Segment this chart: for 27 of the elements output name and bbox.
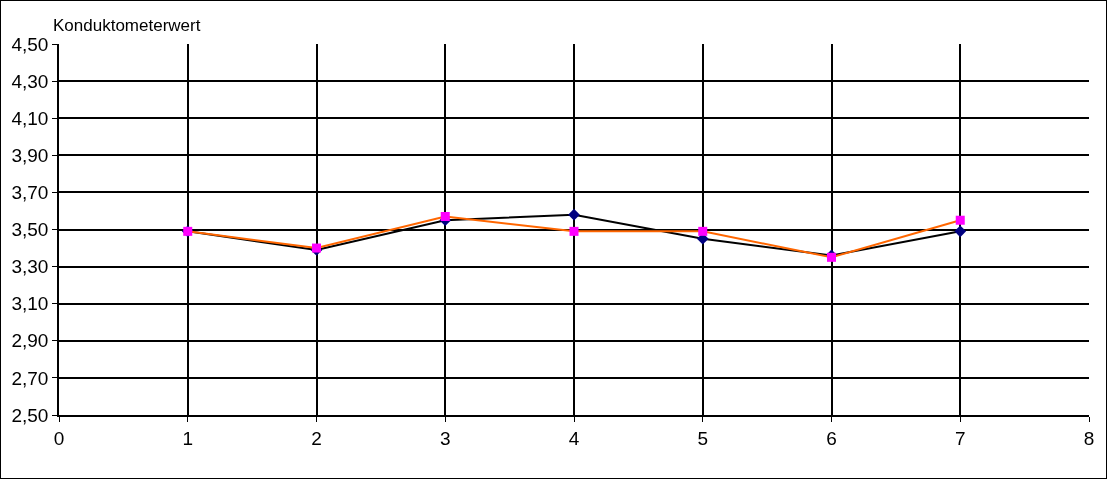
y-axis-title: Konduktometerwert <box>53 16 201 35</box>
point <box>698 226 708 236</box>
y-tick-label: 4,30 <box>11 70 49 92</box>
x-tick-label: 2 <box>311 427 322 449</box>
y-tick-label: 2,50 <box>11 404 49 426</box>
x-tick-label: 0 <box>53 427 65 449</box>
point <box>569 226 579 236</box>
x-tick-label: 7 <box>954 427 966 449</box>
y-tick-label: 2,70 <box>11 367 49 389</box>
y-tick-label: 3,70 <box>11 182 49 204</box>
y-tick-label: 4,10 <box>11 107 49 129</box>
x-tick-label: 3 <box>439 427 451 449</box>
y-tick-label: 2,90 <box>11 330 49 352</box>
point <box>568 208 580 221</box>
point <box>954 225 967 238</box>
y-tick-label: 3,10 <box>11 293 49 315</box>
point <box>440 212 450 222</box>
x-tick-label: 6 <box>826 427 837 449</box>
y-tick-label: 3,90 <box>11 144 49 166</box>
y-tick-label: 3,30 <box>11 256 49 278</box>
x-tick-label: 1 <box>182 427 194 449</box>
x-tick-label: 8 <box>1083 427 1095 449</box>
y-tick-label: 3,50 <box>11 219 49 241</box>
y-tick-label: 4,50 <box>11 33 49 55</box>
x-tick-label: 4 <box>568 427 580 449</box>
x-tick-label: 5 <box>697 427 709 449</box>
point <box>955 215 965 225</box>
